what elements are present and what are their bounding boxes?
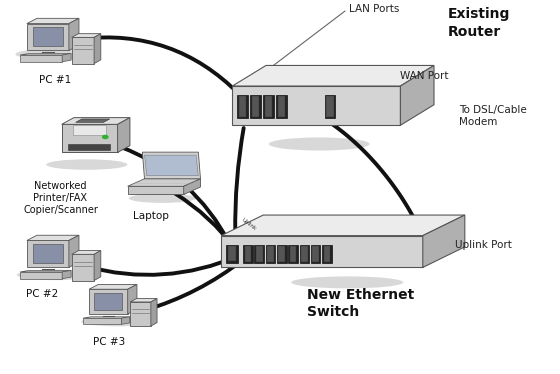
Ellipse shape xyxy=(46,159,127,170)
Polygon shape xyxy=(72,34,101,37)
Polygon shape xyxy=(301,246,308,262)
Polygon shape xyxy=(325,95,335,118)
Polygon shape xyxy=(128,284,137,314)
Text: Existing
Router: Existing Router xyxy=(448,7,510,39)
Polygon shape xyxy=(237,95,248,118)
Polygon shape xyxy=(118,117,130,153)
Polygon shape xyxy=(32,244,63,263)
Polygon shape xyxy=(252,96,259,117)
Polygon shape xyxy=(221,215,465,236)
Polygon shape xyxy=(250,95,261,118)
Text: WAN Port: WAN Port xyxy=(400,71,449,80)
Polygon shape xyxy=(144,155,198,176)
Text: LAN Ports: LAN Ports xyxy=(349,4,399,14)
Polygon shape xyxy=(72,251,101,254)
Polygon shape xyxy=(239,96,246,117)
Text: Networked
Printer/FAX
Copier/Scanner: Networked Printer/FAX Copier/Scanner xyxy=(23,181,98,215)
Polygon shape xyxy=(130,302,151,326)
Polygon shape xyxy=(227,246,236,261)
Polygon shape xyxy=(20,53,71,55)
Polygon shape xyxy=(324,246,330,262)
Polygon shape xyxy=(184,179,200,194)
Polygon shape xyxy=(151,298,157,326)
Polygon shape xyxy=(300,245,309,263)
Polygon shape xyxy=(76,119,110,122)
Polygon shape xyxy=(94,251,101,280)
Polygon shape xyxy=(232,65,434,86)
Ellipse shape xyxy=(269,138,370,151)
Text: To DSL/Cable
Modem: To DSL/Cable Modem xyxy=(459,105,527,127)
Polygon shape xyxy=(256,246,263,262)
Polygon shape xyxy=(278,96,285,117)
Polygon shape xyxy=(122,317,130,324)
Polygon shape xyxy=(83,318,122,324)
Polygon shape xyxy=(27,18,79,24)
Circle shape xyxy=(102,135,109,139)
Ellipse shape xyxy=(81,317,154,326)
Ellipse shape xyxy=(16,49,96,60)
Polygon shape xyxy=(62,125,118,153)
Polygon shape xyxy=(27,24,69,50)
Polygon shape xyxy=(276,95,287,118)
Polygon shape xyxy=(89,289,128,314)
Polygon shape xyxy=(400,65,434,125)
Polygon shape xyxy=(83,317,130,318)
Polygon shape xyxy=(221,236,423,267)
Polygon shape xyxy=(20,270,71,272)
Polygon shape xyxy=(27,235,79,240)
Polygon shape xyxy=(62,270,71,279)
Text: PC #1: PC #1 xyxy=(39,75,71,85)
Polygon shape xyxy=(20,272,62,279)
Text: Uplink Port: Uplink Port xyxy=(455,240,512,250)
Polygon shape xyxy=(89,284,137,289)
Ellipse shape xyxy=(129,194,196,203)
Polygon shape xyxy=(62,53,71,62)
Polygon shape xyxy=(263,95,274,118)
Polygon shape xyxy=(254,245,264,263)
Polygon shape xyxy=(267,246,274,262)
Polygon shape xyxy=(423,215,465,267)
Polygon shape xyxy=(326,96,334,117)
Ellipse shape xyxy=(17,270,95,280)
Polygon shape xyxy=(32,27,63,46)
Polygon shape xyxy=(69,18,79,50)
Polygon shape xyxy=(72,254,94,280)
Polygon shape xyxy=(68,144,110,150)
Text: Laptop: Laptop xyxy=(133,211,169,221)
Text: New Ethernet
Switch: New Ethernet Switch xyxy=(307,288,414,319)
Polygon shape xyxy=(322,245,332,263)
Polygon shape xyxy=(312,246,319,262)
Polygon shape xyxy=(288,245,298,263)
Polygon shape xyxy=(94,34,101,64)
Text: PC #3: PC #3 xyxy=(93,337,125,347)
Polygon shape xyxy=(95,293,122,310)
Polygon shape xyxy=(128,179,200,186)
Polygon shape xyxy=(265,96,272,117)
Polygon shape xyxy=(290,246,296,262)
Polygon shape xyxy=(142,152,200,179)
Polygon shape xyxy=(311,245,320,263)
Polygon shape xyxy=(226,245,238,263)
Polygon shape xyxy=(245,246,251,262)
Polygon shape xyxy=(265,245,276,263)
Polygon shape xyxy=(130,298,157,302)
Polygon shape xyxy=(27,240,69,267)
Polygon shape xyxy=(69,235,79,267)
Polygon shape xyxy=(20,55,62,62)
Ellipse shape xyxy=(291,276,403,288)
Polygon shape xyxy=(128,186,184,194)
Polygon shape xyxy=(72,37,94,64)
Text: Uplink: Uplink xyxy=(241,217,258,232)
Polygon shape xyxy=(62,117,130,125)
Text: PC #2: PC #2 xyxy=(26,289,58,299)
Polygon shape xyxy=(277,245,287,263)
Polygon shape xyxy=(73,125,106,135)
Polygon shape xyxy=(278,246,285,262)
Polygon shape xyxy=(243,245,253,263)
Polygon shape xyxy=(232,86,400,125)
